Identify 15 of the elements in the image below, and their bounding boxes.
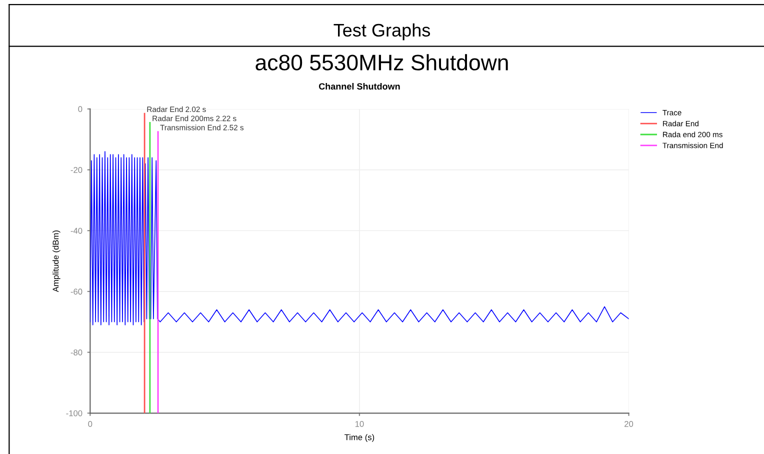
y-tick-label: -40 <box>70 228 82 234</box>
x-tick-label: 10 <box>355 421 364 427</box>
line-series <box>90 151 629 326</box>
y-axis-title: Amplitude (dBm) <box>52 230 60 292</box>
y-tick-label: -60 <box>70 288 82 295</box>
x-tick-label: 0 <box>88 421 92 427</box>
y-tick-label: -20 <box>70 166 82 173</box>
y-tick-label: 0 <box>78 106 82 112</box>
chart-title: Channel Shutdown <box>318 82 400 90</box>
x-tick-label: 20 <box>624 421 634 427</box>
text: Test Graphs <box>334 23 430 40</box>
text: ac80 5530MHz Shutdown <box>256 54 508 70</box>
y-tick-label: -100 <box>66 410 82 416</box>
x-axis-title: Time (s) <box>344 434 374 442</box>
y-tick-label: -80 <box>70 350 82 356</box>
